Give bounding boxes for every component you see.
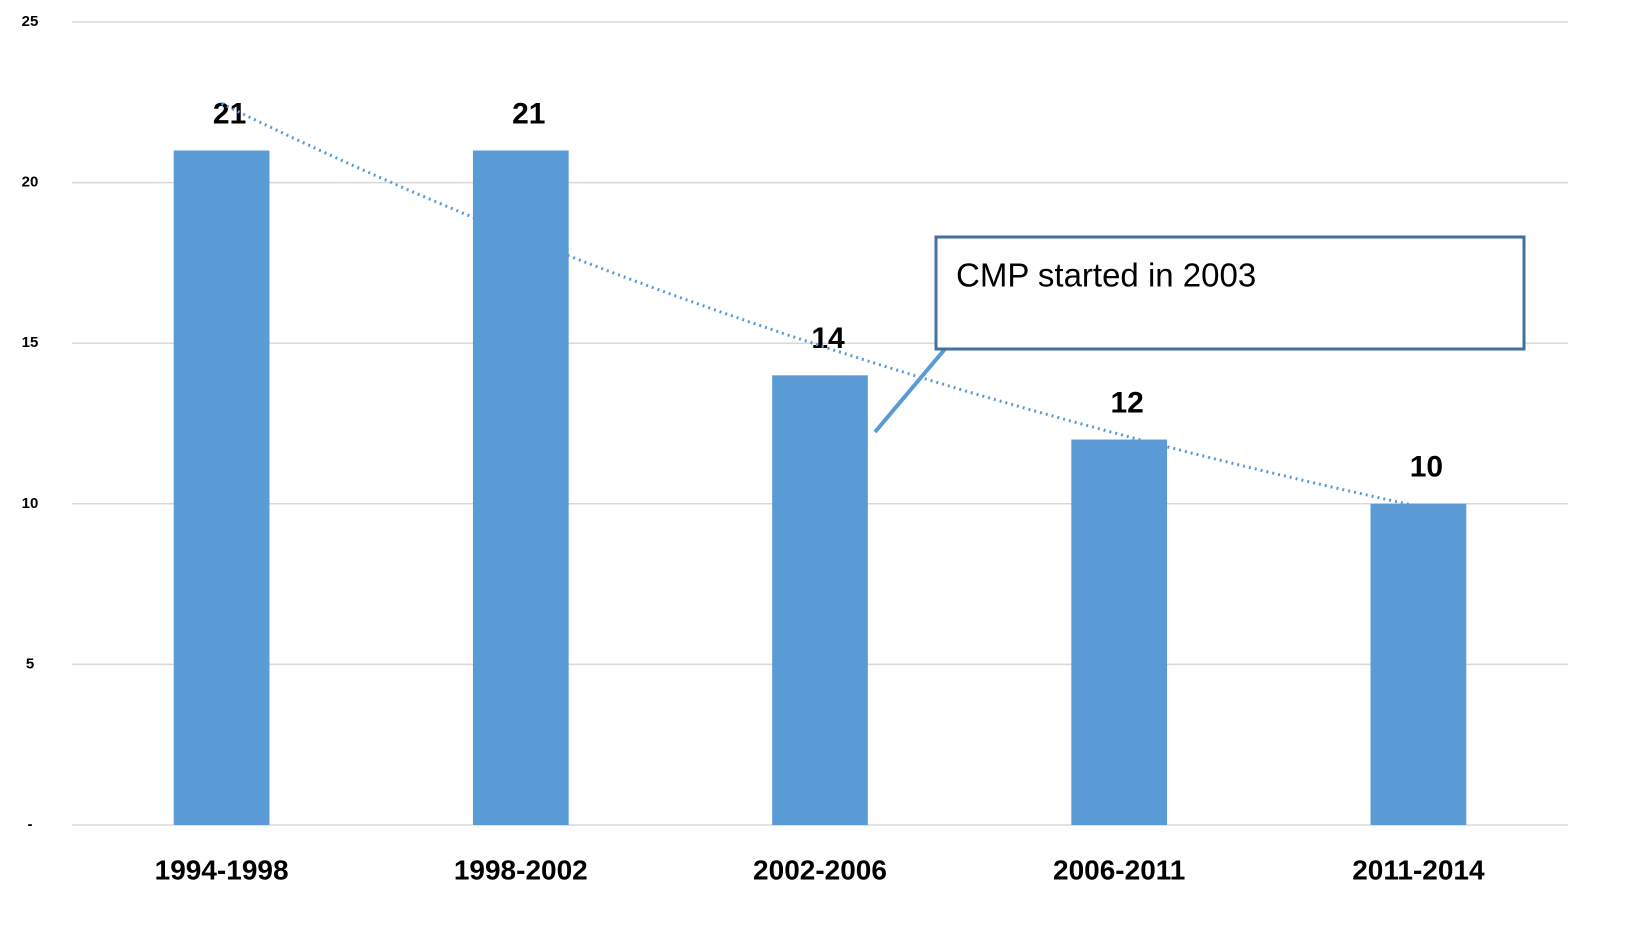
value-label: 21 [213, 97, 246, 130]
callout-box [934, 235, 1526, 351]
y-tick-label: 25 [22, 13, 39, 30]
x-tick-label: 2006-2011 [1053, 854, 1185, 885]
bar [1071, 439, 1168, 825]
labels: - 5 10 15 20 25 1994-1998 21 1998-2002 21 2002-200… [22, 13, 1485, 885]
value-label: 10 [1410, 451, 1443, 484]
value-label: 12 [1111, 386, 1144, 419]
y-tick-label: 5 [26, 655, 34, 672]
annotation: CMP started in 2003 [956, 257, 1256, 294]
bar [472, 150, 569, 826]
bar [772, 375, 868, 825]
x-tick-label: 2002-2006 [753, 854, 887, 885]
x-tick-label: 1994-1998 [155, 854, 289, 885]
value-label: 21 [512, 97, 545, 130]
bar [1370, 503, 1467, 825]
x-tick-label: 1998-2002 [454, 854, 588, 885]
bar [173, 150, 270, 826]
y-tick-label: 15 [22, 334, 39, 351]
marks [173, 150, 1467, 826]
y-tick-label: - [28, 816, 33, 833]
value-label: 14 [811, 322, 845, 355]
callout-pointer [873, 347, 947, 434]
y-tick-label: 20 [22, 174, 39, 191]
x-tick-label: 2011-2014 [1352, 854, 1485, 885]
y-tick-label: 10 [22, 495, 39, 512]
